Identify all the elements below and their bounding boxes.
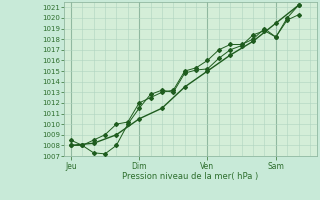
X-axis label: Pression niveau de la mer( hPa ): Pression niveau de la mer( hPa )	[122, 172, 259, 181]
